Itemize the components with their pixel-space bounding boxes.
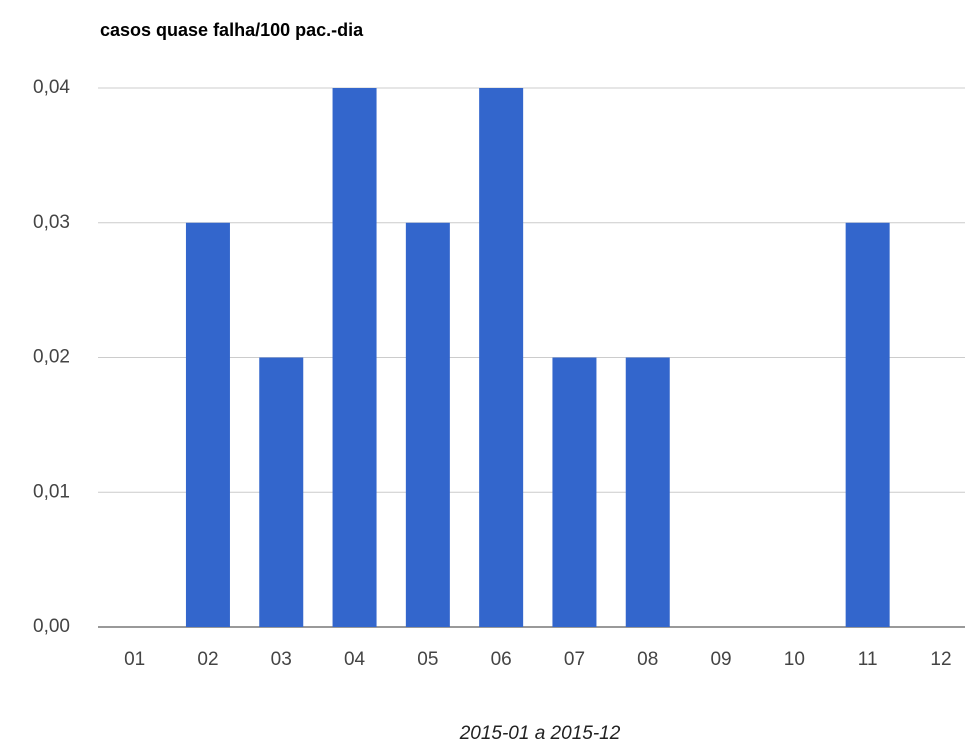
y-tick-label: 0,02 — [33, 347, 70, 368]
bar — [552, 357, 597, 627]
bar — [185, 222, 230, 627]
x-tick-label: 01 — [124, 649, 145, 670]
bar — [845, 222, 890, 627]
x-tick-label: 02 — [197, 649, 218, 670]
bar — [332, 88, 377, 627]
x-tick-label: 11 — [858, 649, 878, 670]
bar — [625, 357, 670, 627]
y-tick-label: 0,01 — [33, 481, 70, 502]
y-tick-label: 0,00 — [33, 616, 70, 637]
x-tick-label: 12 — [930, 649, 951, 670]
bar — [259, 357, 304, 627]
chart-title: casos quase falha/100 pac.-dia — [100, 20, 364, 40]
x-tick-label: 07 — [564, 649, 585, 670]
x-tick-label: 04 — [344, 649, 366, 670]
x-tick-label: 09 — [710, 649, 731, 670]
y-tick-label: 0,03 — [33, 212, 70, 233]
bar — [479, 88, 524, 627]
bar — [405, 222, 450, 627]
x-tick-label: 06 — [491, 649, 512, 670]
x-tick-label: 10 — [784, 649, 805, 670]
y-tick-label: 0,04 — [33, 77, 70, 98]
x-tick-label: 05 — [417, 649, 438, 670]
x-tick-label: 03 — [271, 649, 292, 670]
x-axis-title: 2015-01 a 2015-12 — [459, 723, 621, 744]
x-tick-label: 08 — [637, 649, 658, 670]
